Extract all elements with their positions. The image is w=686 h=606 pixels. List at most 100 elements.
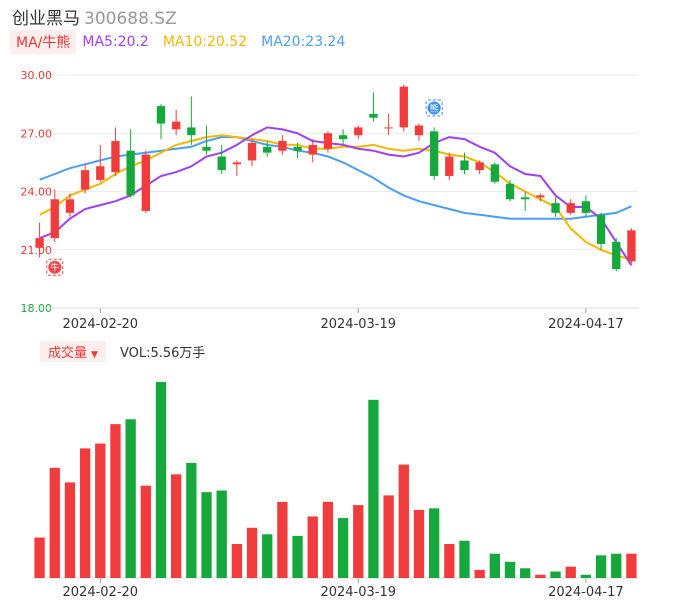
volume-bar bbox=[504, 561, 516, 578]
candle-body bbox=[627, 230, 636, 262]
candle-body bbox=[551, 203, 560, 213]
y-tick-label: 30.00 bbox=[21, 69, 53, 82]
candle-body bbox=[369, 113, 378, 118]
bull-marker-icon bbox=[48, 260, 62, 274]
volume-bar bbox=[292, 535, 303, 578]
candle-body bbox=[126, 150, 135, 196]
volume-x-tick-label: 2024-02-20 bbox=[63, 585, 139, 600]
volume-bar bbox=[307, 516, 318, 578]
y-tick-label: 21.00 bbox=[21, 244, 53, 257]
volume-bar bbox=[231, 543, 243, 578]
candle-body bbox=[202, 146, 211, 151]
volume-value: VOL:5.56万手 bbox=[119, 345, 206, 361]
x-tick-label: 2024-04-17 bbox=[548, 317, 624, 332]
volume-bar bbox=[95, 443, 106, 578]
candle-body bbox=[308, 144, 317, 155]
volume-bar bbox=[444, 543, 455, 578]
ma5-value: MA5:20.2 bbox=[82, 34, 149, 50]
volume-bar bbox=[216, 490, 227, 578]
candle-body bbox=[80, 170, 90, 190]
volume-indicator-selector[interactable]: 成交量 ▼ bbox=[40, 340, 106, 362]
candle-body bbox=[187, 127, 196, 136]
ma20-line bbox=[39, 136, 632, 220]
candle-body bbox=[263, 146, 272, 153]
candle-body bbox=[612, 241, 621, 270]
candle-body bbox=[323, 133, 333, 149]
volume-bar bbox=[186, 462, 197, 578]
stock-code: 300688.SZ bbox=[84, 9, 177, 29]
candle-body bbox=[50, 199, 59, 239]
volume-bar bbox=[368, 399, 379, 578]
candle-body bbox=[566, 203, 575, 213]
bull-marker-icon-frame bbox=[46, 258, 64, 276]
volume-bar bbox=[520, 568, 531, 578]
volume-bar bbox=[171, 474, 182, 578]
candle-body bbox=[399, 86, 408, 128]
volume-bar bbox=[79, 448, 91, 578]
bull-marker-icon-label: 牛 bbox=[50, 262, 59, 274]
volume-bar bbox=[535, 574, 546, 578]
dropdown-arrow-icon: ▼ bbox=[91, 349, 98, 360]
candle-body bbox=[581, 201, 591, 213]
y-tick-label: 24.00 bbox=[21, 186, 53, 199]
volume-bar bbox=[337, 518, 349, 578]
volume-bar bbox=[353, 505, 364, 578]
candle-body bbox=[156, 106, 166, 124]
volume-bar bbox=[110, 424, 121, 578]
candle-body bbox=[521, 197, 530, 200]
volume-bar bbox=[246, 527, 258, 578]
ma-legend: MA/牛熊 MA5:20.2 MA10:20.52 MA20:23.24 bbox=[10, 30, 359, 54]
volume-bar bbox=[565, 566, 576, 578]
candle-body bbox=[490, 164, 500, 182]
ma10-value: MA10:20.52 bbox=[162, 34, 248, 50]
ma5-line bbox=[39, 126, 633, 266]
volume-bar bbox=[125, 419, 136, 578]
candle-body bbox=[354, 127, 363, 136]
candle-body bbox=[65, 199, 75, 213]
volume-bar bbox=[262, 534, 273, 578]
candle-body bbox=[247, 142, 257, 161]
stock-name: 创业黑马 bbox=[12, 9, 80, 29]
y-tick-label: 27.00 bbox=[21, 127, 53, 140]
candle-body bbox=[445, 156, 454, 176]
bear-marker-icon-frame bbox=[425, 99, 443, 117]
volume-bar bbox=[64, 482, 76, 578]
candle-body bbox=[460, 160, 469, 171]
volume-tag-label: 成交量 bbox=[48, 345, 88, 361]
candle-body bbox=[429, 131, 439, 176]
ma10-line bbox=[39, 134, 632, 261]
candle-body bbox=[141, 154, 150, 211]
candle-body bbox=[293, 146, 302, 151]
candle-body bbox=[338, 135, 348, 140]
candle-body bbox=[596, 214, 606, 244]
volume-bar bbox=[155, 382, 167, 578]
volume-bar bbox=[428, 508, 440, 578]
volume-bar bbox=[626, 553, 637, 578]
candle-body bbox=[505, 183, 515, 200]
volume-x-tick-label: 2024-03-19 bbox=[320, 585, 396, 600]
candle-body bbox=[475, 162, 484, 171]
volume-bar bbox=[398, 464, 409, 578]
volume-bar bbox=[595, 555, 607, 578]
volume-bar bbox=[49, 467, 60, 578]
x-tick-label: 2024-02-20 bbox=[63, 317, 139, 332]
bear-marker-icon-label: 熊 bbox=[430, 103, 439, 115]
volume-bar bbox=[140, 485, 151, 578]
volume-bar bbox=[383, 495, 394, 578]
candle-body bbox=[35, 238, 44, 248]
volume-bar bbox=[322, 501, 334, 578]
volume-bar bbox=[489, 553, 500, 578]
candle-body bbox=[278, 141, 287, 151]
ma-indicator-selector[interactable]: MA/牛熊 bbox=[10, 30, 77, 54]
candle-body bbox=[96, 166, 105, 180]
volume-bar bbox=[474, 569, 485, 578]
ma20-value: MA20:23.24 bbox=[261, 34, 346, 50]
volume-bar bbox=[413, 509, 425, 578]
candle-body bbox=[111, 141, 120, 173]
candle-body bbox=[217, 156, 226, 171]
volume-bar bbox=[34, 537, 45, 578]
volume-bar bbox=[611, 553, 622, 578]
candle-body bbox=[232, 162, 242, 165]
volume-bar bbox=[201, 492, 212, 578]
